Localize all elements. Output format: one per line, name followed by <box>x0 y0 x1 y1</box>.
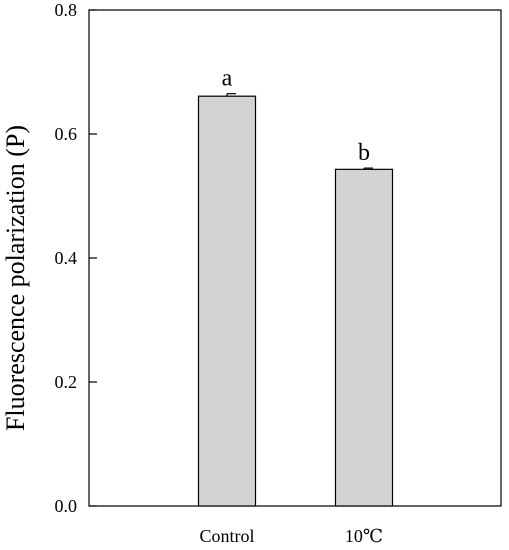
y-tick-label: 0.0 <box>55 496 78 516</box>
y-tick-label: 0.4 <box>55 248 78 268</box>
x-axis: Control 10℃ <box>199 526 383 546</box>
plot-area <box>88 9 502 507</box>
significance-label: b <box>358 140 370 166</box>
significance-label: a <box>222 66 233 92</box>
x-tick-label: Control <box>199 526 254 546</box>
plot-frame <box>88 9 502 507</box>
y-tick-label: 0.6 <box>55 124 78 144</box>
y-axis: 0.0 0.2 0.4 0.6 0.8 <box>55 0 97 516</box>
y-axis-title: Fluorescence polarization (P) <box>1 125 30 431</box>
bar <box>334 168 394 507</box>
x-tick-label: 10℃ <box>345 526 383 546</box>
bars <box>197 93 394 507</box>
significance-labels: ab <box>222 66 370 166</box>
bar <box>197 95 257 507</box>
y-tick-label: 0.8 <box>55 0 78 20</box>
y-tick-label: 0.2 <box>55 372 78 392</box>
